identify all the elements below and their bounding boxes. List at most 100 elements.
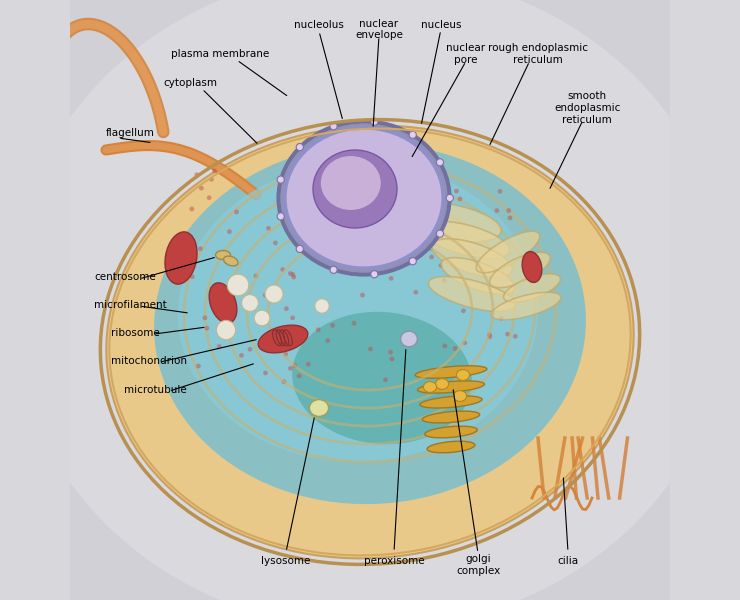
- Ellipse shape: [371, 118, 378, 125]
- Ellipse shape: [277, 213, 284, 220]
- Text: mitochondrion: mitochondrion: [111, 356, 186, 366]
- Ellipse shape: [428, 277, 516, 311]
- Ellipse shape: [107, 125, 633, 559]
- Ellipse shape: [477, 231, 539, 273]
- Circle shape: [198, 247, 203, 251]
- Circle shape: [457, 197, 462, 202]
- Ellipse shape: [258, 325, 308, 353]
- Circle shape: [199, 186, 204, 191]
- Ellipse shape: [437, 230, 443, 237]
- Ellipse shape: [420, 396, 482, 408]
- Circle shape: [234, 209, 239, 214]
- Ellipse shape: [423, 382, 437, 392]
- Text: centrosome: centrosome: [94, 272, 155, 282]
- Circle shape: [359, 232, 363, 236]
- Circle shape: [288, 271, 293, 276]
- Text: nucleus: nucleus: [420, 20, 461, 30]
- Text: nuclear
envelope: nuclear envelope: [355, 19, 403, 40]
- Circle shape: [291, 272, 295, 277]
- Circle shape: [212, 169, 217, 173]
- Text: ribosome: ribosome: [111, 328, 160, 338]
- Circle shape: [239, 353, 244, 358]
- Ellipse shape: [435, 379, 448, 389]
- Circle shape: [442, 278, 447, 283]
- Ellipse shape: [427, 441, 475, 453]
- Circle shape: [429, 254, 434, 259]
- Circle shape: [462, 340, 467, 345]
- Circle shape: [284, 306, 289, 311]
- Text: nucleolus: nucleolus: [294, 20, 344, 30]
- Circle shape: [189, 206, 194, 211]
- Circle shape: [290, 316, 295, 320]
- Text: rough endoplasmic
reticulum: rough endoplasmic reticulum: [488, 43, 588, 65]
- Circle shape: [505, 332, 510, 337]
- Circle shape: [255, 310, 270, 326]
- FancyBboxPatch shape: [70, 0, 670, 600]
- Circle shape: [497, 189, 502, 194]
- Ellipse shape: [423, 411, 480, 423]
- Text: nuclear
pore: nuclear pore: [446, 43, 485, 65]
- Circle shape: [266, 226, 271, 231]
- Circle shape: [217, 344, 221, 349]
- Ellipse shape: [457, 370, 470, 380]
- Circle shape: [282, 379, 286, 384]
- Circle shape: [508, 215, 512, 220]
- Text: golgi
complex: golgi complex: [456, 554, 500, 576]
- Circle shape: [195, 172, 199, 177]
- Text: cilia: cilia: [557, 556, 579, 566]
- Circle shape: [513, 334, 518, 338]
- Ellipse shape: [278, 121, 449, 275]
- Ellipse shape: [437, 159, 443, 166]
- Circle shape: [487, 332, 492, 337]
- Circle shape: [338, 213, 343, 218]
- Circle shape: [330, 323, 335, 328]
- Ellipse shape: [10, 0, 730, 600]
- Circle shape: [499, 316, 503, 320]
- Circle shape: [292, 363, 297, 368]
- Ellipse shape: [409, 257, 417, 265]
- Circle shape: [368, 347, 373, 352]
- Ellipse shape: [215, 251, 230, 259]
- Circle shape: [280, 267, 285, 272]
- Ellipse shape: [330, 266, 337, 274]
- Circle shape: [263, 371, 268, 376]
- Ellipse shape: [309, 400, 329, 416]
- Circle shape: [263, 293, 268, 298]
- Ellipse shape: [490, 253, 551, 287]
- Circle shape: [454, 188, 459, 193]
- Circle shape: [235, 279, 240, 284]
- Ellipse shape: [313, 150, 397, 228]
- Ellipse shape: [415, 366, 487, 378]
- Ellipse shape: [409, 131, 417, 139]
- Circle shape: [254, 274, 258, 278]
- Circle shape: [209, 177, 214, 182]
- Circle shape: [453, 346, 457, 351]
- Circle shape: [506, 208, 511, 213]
- Ellipse shape: [400, 331, 417, 347]
- Circle shape: [297, 373, 302, 378]
- Ellipse shape: [292, 312, 472, 444]
- Circle shape: [283, 352, 288, 356]
- Ellipse shape: [446, 194, 454, 202]
- Circle shape: [421, 226, 425, 230]
- Circle shape: [316, 328, 320, 332]
- Circle shape: [494, 208, 500, 213]
- Circle shape: [385, 183, 390, 188]
- Circle shape: [273, 241, 278, 245]
- Ellipse shape: [454, 391, 467, 401]
- Circle shape: [397, 194, 401, 199]
- Circle shape: [326, 338, 330, 343]
- Circle shape: [241, 295, 258, 311]
- Ellipse shape: [394, 202, 501, 242]
- Circle shape: [265, 285, 283, 303]
- Circle shape: [288, 366, 293, 371]
- Text: smooth
endoplasmic
reticulum: smooth endoplasmic reticulum: [554, 91, 620, 125]
- Ellipse shape: [296, 245, 303, 253]
- Circle shape: [203, 316, 207, 320]
- Ellipse shape: [154, 144, 586, 504]
- Ellipse shape: [423, 221, 510, 259]
- Circle shape: [312, 176, 316, 181]
- Ellipse shape: [417, 381, 485, 393]
- Text: microfilament: microfilament: [94, 300, 166, 310]
- Ellipse shape: [522, 251, 542, 283]
